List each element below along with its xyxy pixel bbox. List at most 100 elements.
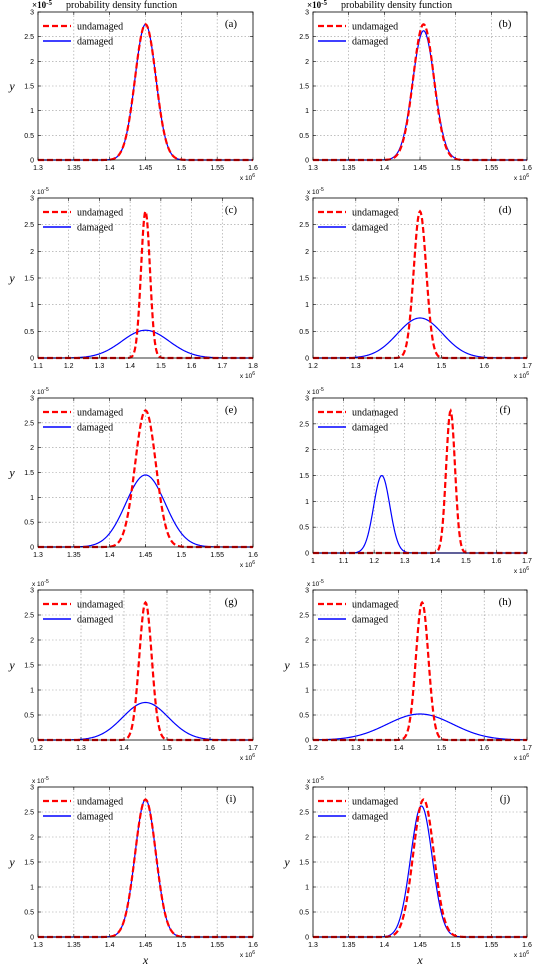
x-tick-label: 1.5 bbox=[451, 165, 461, 172]
series-undamaged-line bbox=[38, 600, 253, 742]
y-multiplier-exponent: -5 bbox=[319, 187, 324, 193]
y-tick-label: 2 bbox=[305, 249, 309, 256]
chart-f: 1 1.1 1.2 1.3 1.4 1.5 1.6 1.7 0 0.5 1 1.5 2 2.5 3 (f) un… bbox=[299, 387, 532, 575]
y-tick-label: 0.5 bbox=[24, 713, 34, 720]
x-tick-label: 1.4 bbox=[105, 552, 115, 559]
x-multiplier-exponent: 6 bbox=[252, 753, 255, 759]
y-axis-label: y bbox=[283, 658, 290, 672]
x-tick-label: 1.5 bbox=[461, 558, 471, 565]
y-tick-label: 0.5 bbox=[299, 525, 309, 532]
x-tick-label: 1.35 bbox=[67, 552, 81, 559]
y-tick-label: 1.5 bbox=[24, 276, 34, 283]
y-tick-label: 1.5 bbox=[24, 663, 34, 670]
x-tick-label: 1.4 bbox=[105, 165, 115, 172]
series-undamaged-line bbox=[313, 209, 527, 360]
panel-label: (j) bbox=[500, 793, 511, 805]
y-tick-label: 2 bbox=[305, 59, 309, 66]
y-tick-label: 1 bbox=[305, 688, 309, 695]
x-tick-label: 1.3 bbox=[33, 165, 43, 172]
y-multiplier: ×10-5 bbox=[32, 0, 52, 10]
y-tick-label: 1.5 bbox=[299, 276, 309, 283]
y-tick-label: 2.5 bbox=[24, 420, 34, 427]
x-tick-label: 1.5 bbox=[162, 745, 172, 752]
x-tick-label: 1.3 bbox=[351, 745, 361, 752]
panel-label: (g) bbox=[225, 596, 238, 608]
y-tick-label: 1 bbox=[30, 302, 34, 309]
panel-e: 1.3 1.35 1.4 1.45 1.5 1.55 1.6 0 0.5 1 1.5 2 2.5 3 (e)… bbox=[0, 384, 271, 586]
panel-label: (a) bbox=[225, 18, 238, 30]
y-tick-label: 2.5 bbox=[24, 34, 34, 41]
y-tick-label: 0.5 bbox=[24, 520, 34, 527]
x-multiplier: x 106 bbox=[514, 950, 529, 959]
legend-label-undamaged: undamaged bbox=[77, 797, 123, 808]
x-tick-label: 1.45 bbox=[413, 942, 427, 949]
y-tick-label: 3 bbox=[30, 396, 34, 403]
legend-label-damaged: damaged bbox=[352, 223, 388, 234]
x-tick-label: 1.3 bbox=[33, 942, 43, 949]
y-tick-label: 2 bbox=[30, 638, 34, 645]
x-tick-label: 1.7 bbox=[248, 745, 258, 752]
panel-label: (f) bbox=[500, 404, 511, 416]
chart-h: 1.2 1.3 1.4 1.5 1.6 1.7 0 0.5 1 1.5 2 2.5 3 (h) undama… bbox=[283, 579, 532, 762]
x-tick-label: 1.5 bbox=[176, 942, 186, 949]
x-tick-label: 1.7 bbox=[522, 745, 532, 752]
y-tick-label: 2 bbox=[30, 835, 34, 842]
x-tick-label: 1.55 bbox=[485, 165, 499, 172]
x-tick-label: 1.35 bbox=[67, 165, 81, 172]
x-tick-label: 1.45 bbox=[139, 165, 153, 172]
y-tick-label: 3 bbox=[30, 10, 34, 17]
figure-title: probability density function bbox=[66, 0, 177, 11]
chart-b: 1.3 1.35 1.4 1.45 1.5 1.55 1.6 0 0.5 1 1.5 2 2.5 3 (b)… bbox=[299, 0, 532, 182]
y-tick-label: 0.5 bbox=[24, 329, 34, 336]
chart-c: 1.1 1.2 1.3 1.4 1.5 1.6 1.7 1.8 0 0.5 1 1.5 2 2.5 3 (c)… bbox=[8, 187, 258, 380]
y-tick-label: 2 bbox=[305, 447, 309, 454]
y-tick-label: 1.5 bbox=[299, 860, 309, 867]
legend-label-damaged: damaged bbox=[77, 615, 113, 626]
y-tick-label: 2.5 bbox=[299, 34, 309, 41]
x-tick-label: 1.7 bbox=[522, 363, 532, 370]
x-multiplier: x 106 bbox=[514, 371, 529, 380]
x-tick-label: 1.3 bbox=[400, 558, 410, 565]
x-tick-label: 1.7 bbox=[217, 363, 227, 370]
y-tick-label: 2 bbox=[30, 249, 34, 256]
y-multiplier: ×10-5 bbox=[307, 0, 327, 10]
x-tick-label: 1.55 bbox=[210, 552, 224, 559]
x-tick-label: 1.6 bbox=[492, 558, 502, 565]
y-tick-label: 0 bbox=[30, 935, 34, 942]
x-tick-label: 1.35 bbox=[342, 165, 356, 172]
x-multiplier: x 106 bbox=[240, 753, 255, 762]
panel-d: 1.2 1.3 1.4 1.5 1.6 1.7 0 0.5 1 1.5 2 2.5 3 (d) undama… bbox=[275, 184, 545, 397]
y-multiplier-exponent: -5 bbox=[44, 579, 49, 585]
x-tick-label: 1.55 bbox=[210, 942, 224, 949]
x-tick-label: 1.6 bbox=[187, 363, 197, 370]
series-damaged-line bbox=[38, 701, 253, 741]
y-tick-label: 1 bbox=[305, 499, 309, 506]
x-multiplier: x 106 bbox=[514, 173, 529, 182]
y-multiplier-exponent: -5 bbox=[319, 776, 324, 782]
y-tick-label: 3 bbox=[305, 196, 309, 203]
y-tick-label: 2.5 bbox=[299, 613, 309, 620]
x-tick-label: 1.55 bbox=[485, 942, 499, 949]
x-tick-label: 1.3 bbox=[33, 552, 43, 559]
y-tick-label: 3 bbox=[30, 785, 34, 792]
y-tick-label: 3 bbox=[305, 588, 309, 595]
x-tick-label: 1.7 bbox=[522, 558, 532, 565]
legend-label-undamaged: undamaged bbox=[77, 408, 123, 419]
series-damaged-line bbox=[313, 317, 527, 359]
x-tick-label: 1.1 bbox=[33, 363, 43, 370]
x-tick-label: 1.3 bbox=[351, 363, 361, 370]
x-multiplier: x 106 bbox=[514, 566, 529, 575]
x-tick-label: 1.8 bbox=[248, 363, 258, 370]
y-tick-label: 3 bbox=[305, 10, 309, 17]
x-tick-label: 1.5 bbox=[451, 942, 461, 949]
legend-label-undamaged: undamaged bbox=[352, 408, 398, 419]
x-multiplier-exponent: 6 bbox=[252, 950, 255, 956]
plot-frame bbox=[312, 197, 528, 359]
panel-j: 1.3 1.35 1.4 1.45 1.5 1.55 1.6 0 0.5 1 1.5 2 2.5 3 (j)… bbox=[275, 773, 545, 976]
y-tick-label: 2.5 bbox=[299, 810, 309, 817]
x-axis-label: x bbox=[142, 953, 149, 967]
panel-h: 1.2 1.3 1.4 1.5 1.6 1.7 0 0.5 1 1.5 2 2.5 3 (h) undama… bbox=[275, 576, 545, 779]
y-tick-label: 1.5 bbox=[299, 84, 309, 91]
x-multiplier-exponent: 6 bbox=[526, 173, 529, 179]
